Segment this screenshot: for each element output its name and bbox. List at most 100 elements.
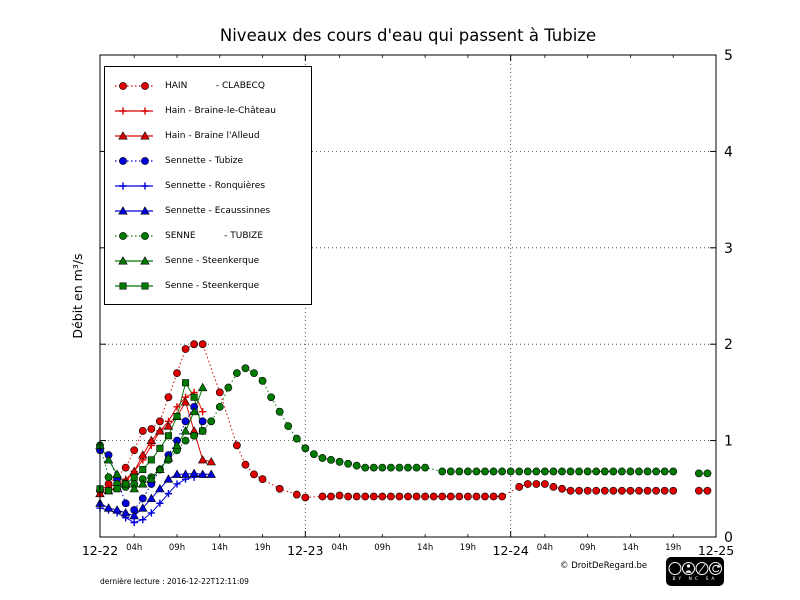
square-marker	[139, 466, 147, 474]
square-marker	[119, 281, 127, 290]
plus-marker	[173, 480, 181, 488]
circle-marker	[301, 444, 310, 453]
circle-marker	[694, 469, 703, 478]
legend-label: Hain - Braine l'Alleud	[165, 130, 260, 141]
legend-sample	[115, 205, 153, 214]
circle-marker	[609, 486, 618, 495]
x-minor-label: 19h	[254, 543, 270, 553]
circle-marker	[617, 467, 626, 476]
triangle-marker	[197, 382, 208, 392]
circle-marker	[703, 486, 712, 495]
cc-license-text: BY NC SA	[672, 577, 718, 582]
circle-marker	[258, 376, 267, 385]
y-tick-label: 5	[724, 48, 733, 64]
triangle-marker	[206, 469, 216, 478]
chart-title: Niveaux des cours d'eau qui passent à Tu…	[219, 26, 597, 45]
circle-marker	[215, 388, 224, 397]
circle-marker	[600, 467, 609, 476]
triangle-marker	[138, 450, 148, 459]
triangle-marker	[155, 426, 165, 435]
circle-marker	[190, 340, 199, 349]
last-reading-text: dernière lecture : 2016-12-22T12:11:09	[100, 577, 249, 586]
triangle-marker	[138, 503, 148, 512]
square-marker	[147, 456, 155, 464]
circle-marker	[404, 463, 412, 472]
legend-item-3: Hain - Braine l'Alleud	[105, 123, 311, 148]
legend-item-8: Senne - Steenkerque	[105, 248, 311, 273]
triangle-marker	[146, 435, 157, 445]
circle-marker	[173, 369, 181, 378]
legend-item-4: Sennette - Tubize	[105, 148, 311, 173]
legend-item-7: SENNE - TUBIZE	[105, 223, 311, 248]
circle-marker	[481, 467, 489, 476]
circle-marker	[241, 364, 250, 373]
circle-marker	[694, 486, 703, 495]
circle-marker	[412, 492, 421, 501]
triangle-marker	[112, 505, 122, 514]
legend-item-6: Sennette - Ecaussinnes	[105, 198, 311, 223]
circle-marker	[386, 463, 395, 472]
plus-marker	[139, 516, 147, 524]
circle-marker	[130, 446, 139, 455]
circle-marker	[566, 486, 575, 495]
circle-marker	[198, 417, 207, 426]
x-minor-label: 14h	[212, 543, 228, 553]
triangle-marker	[138, 479, 148, 488]
circle-marker	[421, 463, 430, 472]
circle-marker	[583, 467, 592, 476]
circle-marker	[438, 492, 447, 501]
plot-border	[99, 54, 717, 538]
circle-marker	[506, 467, 515, 476]
triangle-marker	[155, 464, 165, 474]
circle-marker	[455, 467, 464, 476]
circle-marker	[335, 457, 344, 466]
triangle-marker	[189, 468, 199, 477]
circle-marker	[566, 467, 575, 476]
circle-marker	[250, 369, 258, 378]
legend-sample	[115, 255, 153, 264]
circle-marker	[119, 231, 127, 240]
triangle-marker	[140, 205, 150, 214]
circle-marker	[421, 492, 430, 501]
legend-label: Senne - Steenkerque	[165, 280, 260, 291]
square-marker	[182, 379, 190, 387]
circle-marker	[301, 493, 310, 502]
circle-marker	[369, 492, 378, 501]
circle-marker	[635, 486, 643, 495]
plus-marker	[156, 499, 164, 507]
triangle-marker	[118, 255, 128, 264]
circle-marker	[404, 492, 412, 501]
legend-sample	[115, 231, 153, 240]
x-minor-label: 14h	[417, 543, 433, 553]
circle-marker	[378, 463, 387, 472]
circle-marker	[455, 492, 464, 501]
cc-license-badge[interactable]: cc $ BY NC SA	[666, 557, 724, 586]
circle-marker	[617, 486, 626, 495]
x-minor-label: 09h	[580, 543, 596, 553]
x-major-label: 12-22	[82, 543, 118, 558]
plus-marker	[130, 518, 138, 527]
svg-text:cc: cc	[671, 565, 679, 573]
legend-sample	[115, 181, 153, 190]
circle-marker	[600, 486, 609, 495]
triangle-marker	[172, 469, 182, 478]
legend-item-1: HAIN - CLABECQ	[105, 73, 311, 98]
circle-marker	[515, 467, 524, 476]
circle-marker	[141, 231, 149, 240]
circle-marker	[626, 467, 635, 476]
circle-marker	[703, 469, 712, 478]
circle-marker	[609, 467, 618, 476]
circle-marker	[147, 425, 156, 433]
circle-marker	[498, 492, 507, 501]
triangle-marker	[140, 130, 150, 139]
circle-marker	[472, 492, 481, 501]
triangle-marker	[120, 508, 131, 517]
square-marker	[105, 487, 113, 495]
x-minor-label: 04h	[331, 543, 347, 553]
circle-marker	[207, 417, 216, 426]
triangle-marker	[206, 457, 216, 466]
circle-marker	[138, 427, 147, 435]
circle-marker	[660, 486, 669, 495]
square-marker	[113, 485, 121, 493]
